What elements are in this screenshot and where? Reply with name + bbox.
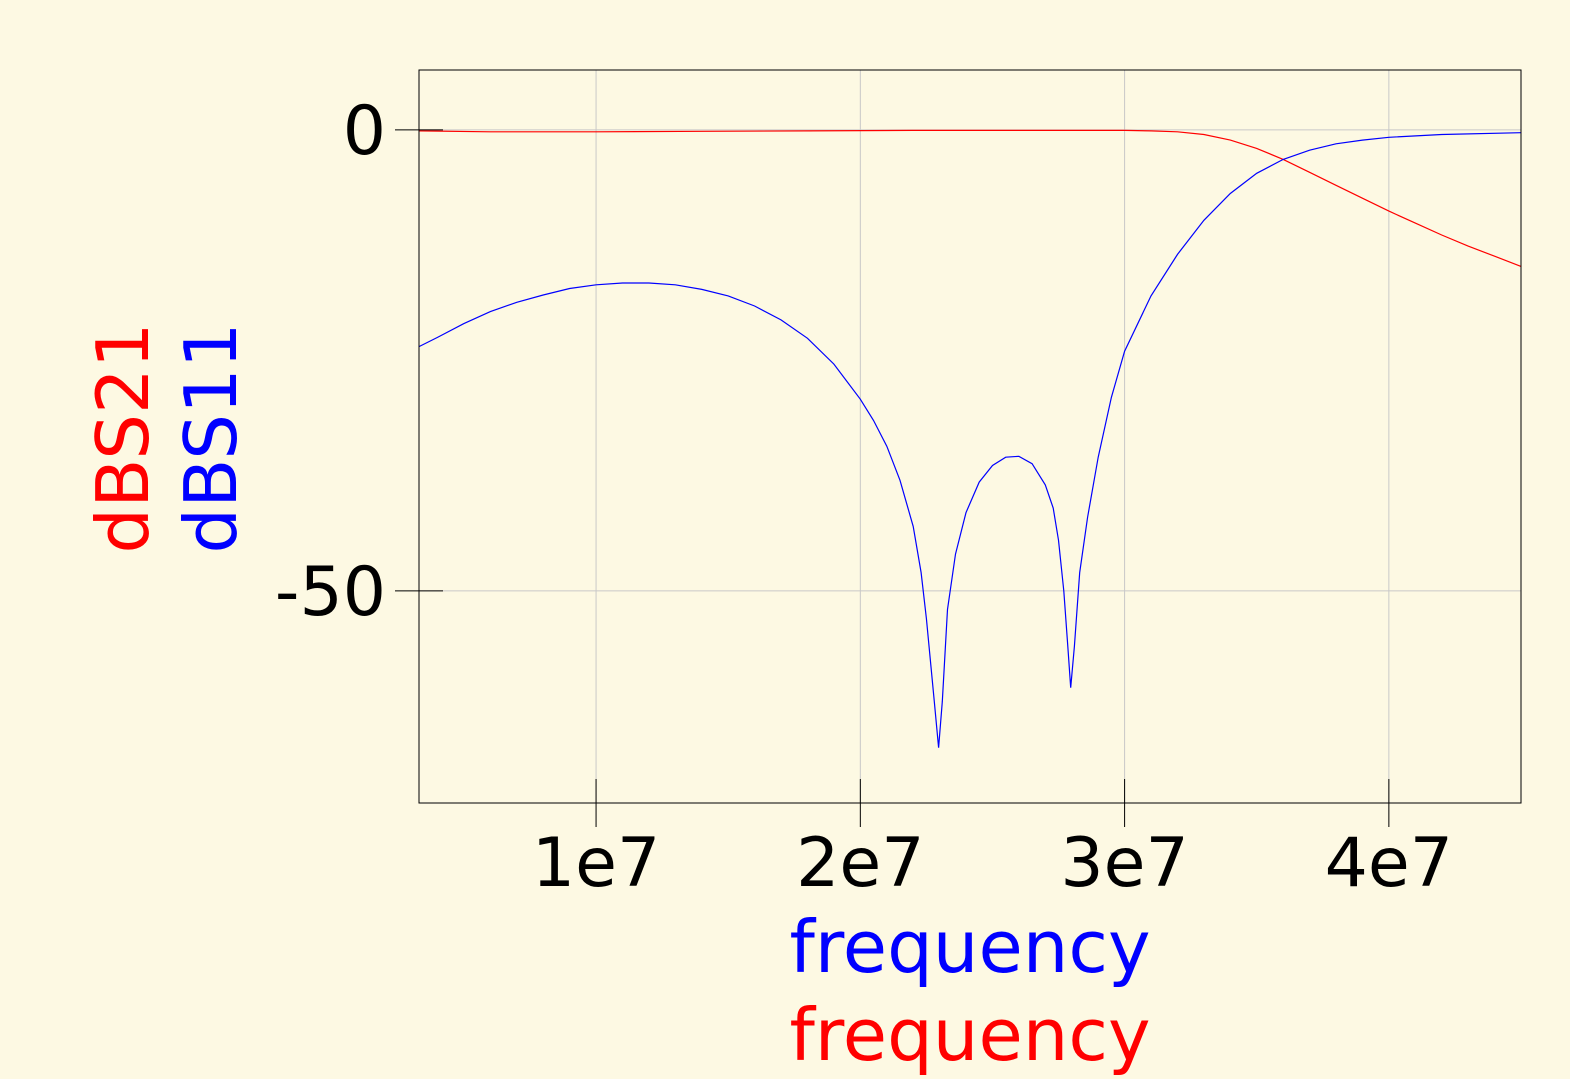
series-line-dbs21 xyxy=(418,129,1522,267)
x-tick-label-1: 2e7 xyxy=(796,824,924,903)
x-tick-label-0: 1e7 xyxy=(532,824,660,903)
axis-label-layer: dBS21 dBS11 frequency frequency xyxy=(81,322,1151,1077)
series-layer xyxy=(418,129,1522,748)
ylabel-line-2: dBS11 xyxy=(169,322,253,553)
y-tick-label-1: -50 xyxy=(275,553,386,632)
xlabel-line-2: frequency xyxy=(789,993,1150,1077)
grid-layer xyxy=(419,70,1521,803)
x-tick-label-2: 3e7 xyxy=(1060,824,1188,903)
tick-layer: 1e7 2e7 3e7 4e7 0 -50 xyxy=(275,92,1453,903)
plot-frame xyxy=(418,69,1522,804)
y-tick-label-0: 0 xyxy=(343,92,386,171)
x-tick-label-3: 4e7 xyxy=(1325,824,1453,903)
ylabel-line-1: dBS21 xyxy=(81,322,165,553)
xlabel-line-1: frequency xyxy=(789,905,1150,989)
series-line-dbs11 xyxy=(418,132,1522,748)
